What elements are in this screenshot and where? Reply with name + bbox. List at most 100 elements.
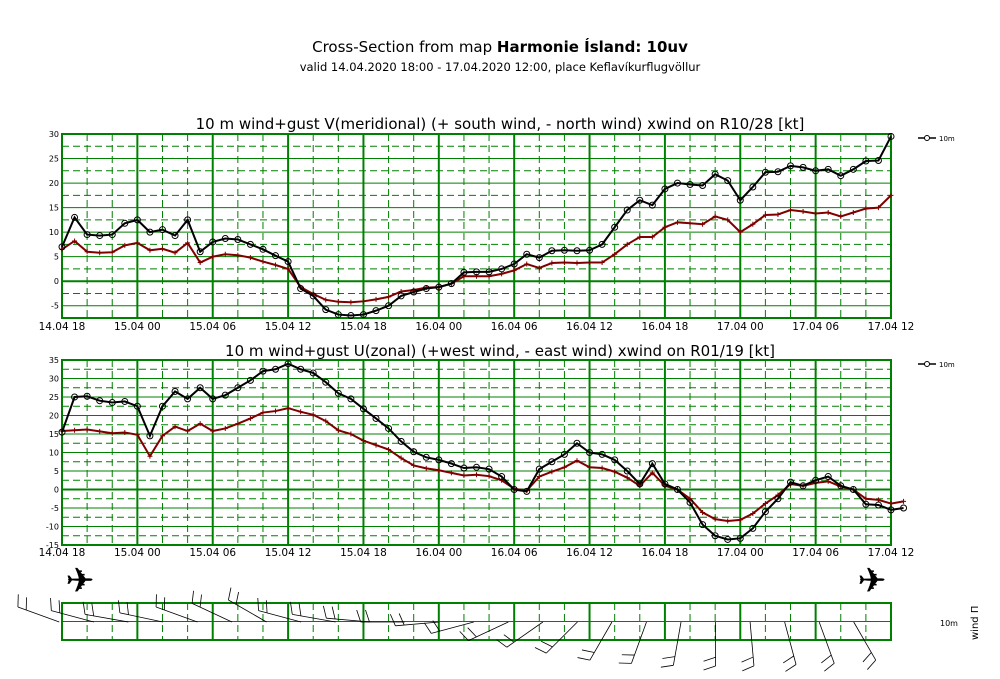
wind-barb-staff	[853, 621, 877, 661]
chart-1-10m-point	[284, 360, 292, 368]
chart-1-10m-point	[648, 460, 656, 468]
wind-barb-feather	[703, 665, 716, 671]
chart-0-10m-point	[862, 157, 870, 165]
chart-0-gust-point	[84, 249, 90, 255]
chart-1-10m-point	[686, 498, 694, 506]
chart-1-10m-point	[397, 437, 405, 445]
chart-1-10m-point	[272, 365, 280, 373]
chart-1-xtick: 16.04 00	[415, 547, 462, 559]
wind-barb-feather	[785, 664, 797, 672]
chart-0-title: 10 m wind+gust V(meridional) (+ south wi…	[196, 115, 805, 133]
chart-1-legend-marker	[924, 361, 930, 367]
chart-0-10m-point	[385, 302, 393, 310]
chart-1-ytick: 5	[54, 467, 59, 476]
chart-0-gust-point	[825, 210, 831, 216]
chart-1-gust-point	[612, 469, 618, 475]
chart-0-xtick: 15.04 00	[114, 321, 161, 333]
chart-0-gust-point	[775, 211, 781, 217]
chart-1-10m-point	[598, 450, 606, 458]
chart-1-10m-point	[774, 495, 782, 503]
chart-1-gust-point	[172, 424, 178, 430]
chart-1-10m-point	[673, 486, 681, 493]
chart-0-gust-point	[159, 246, 165, 252]
chart-1-10m-point	[121, 397, 129, 405]
chart-1-gust-point	[875, 497, 881, 503]
chart-0-10m-point	[498, 265, 506, 273]
chart-1-gust-point	[423, 465, 429, 471]
chart-0-gust-point	[185, 240, 191, 246]
chart-0-10m-point	[761, 168, 769, 176]
wind-barb-staff	[119, 612, 163, 623]
wind-barb-feather	[534, 647, 547, 654]
chart-1-ytick: -15	[46, 541, 59, 550]
chart-1-10m-point	[108, 399, 116, 407]
chart-0-ytick: 15	[49, 204, 59, 213]
chart-1-10m-point	[410, 448, 418, 456]
chart-0-10m-point	[611, 223, 619, 231]
chart-1-10m-point	[661, 480, 669, 488]
chart-0-gust-point	[712, 213, 718, 219]
chart-0-10m-point	[422, 285, 430, 293]
chart-1-gust-point	[285, 405, 291, 411]
wind-barb-feather	[862, 652, 872, 663]
chart-1-10m-point	[196, 384, 204, 392]
chart-1-10m-point	[460, 464, 468, 472]
wind-barb-feather	[389, 614, 396, 626]
chart-0-10m-point	[246, 240, 254, 248]
title-model: Harmonie Ísland: 10uv	[496, 38, 688, 56]
chart-0-gust-point	[700, 221, 706, 227]
chart-1-gust-point	[486, 473, 492, 479]
chart-1-xtick: 15.04 12	[265, 547, 312, 559]
chart-1-10m-point	[736, 534, 744, 542]
chart-0-gust-line	[61, 194, 892, 304]
chart-1-10m-point	[372, 414, 380, 422]
chart-0-10m-point	[699, 182, 707, 190]
chart-1-xtick: 15.04 06	[189, 547, 236, 559]
chart-0-gust-point	[612, 251, 618, 257]
chart-1-10m-point	[636, 480, 644, 488]
wind-barb-feather	[331, 606, 336, 620]
chart-0-10m-point	[347, 312, 355, 320]
chart-1-gust-point	[436, 467, 442, 473]
chart-0-10m-point	[837, 172, 845, 180]
chart-0-10m-point	[284, 258, 292, 266]
chart-1-frame	[61, 359, 892, 546]
chart-1-10m-point	[146, 432, 154, 440]
wind-barb-feather	[298, 603, 302, 616]
chart-1-gust-point	[197, 421, 203, 427]
chart-0-gust-point	[134, 240, 140, 246]
chart-0-gust-point	[285, 266, 291, 272]
chart-1-10m-point	[133, 402, 141, 410]
chart-0-10m-point	[58, 243, 66, 251]
chart-1-gust-point	[273, 408, 279, 414]
chart-0-gust-point	[587, 260, 593, 266]
chart-0-gust-point	[122, 242, 128, 248]
chart-1-10m-point	[799, 482, 807, 490]
title-prefix: Cross-Section from map	[312, 38, 497, 56]
chart-0-gust-point	[662, 224, 668, 230]
chart-0-gust-point	[687, 220, 693, 226]
wind-panel-legend-label: 10m	[940, 619, 958, 628]
chart-1-10m-point	[322, 378, 330, 386]
chart-0-10m-point	[71, 213, 79, 221]
chart-0-10m-point	[598, 240, 606, 248]
chart-0-xtick: 16.04 00	[415, 321, 462, 333]
chart-1-gust-point	[247, 415, 253, 421]
chart-0-10m-point	[234, 235, 242, 243]
chart-1-gust-point	[411, 462, 417, 468]
chart-1-10m-point	[523, 487, 531, 495]
chart-1-gust-point	[574, 458, 580, 464]
wind-panel-axis-label: wind Π	[970, 606, 981, 640]
chart-0-10m-point	[146, 228, 154, 236]
chart-1-xtick: 14.04 18	[39, 547, 86, 559]
wind-barb-staff	[431, 621, 474, 634]
chart-1-10m-point	[611, 456, 619, 464]
chart-1-gust-point	[461, 472, 467, 478]
chart-0-gust-point	[335, 299, 341, 305]
chart-0-10m-point	[523, 250, 531, 258]
chart-1-gust-point	[84, 427, 90, 433]
wind-barb-feather	[782, 655, 794, 664]
wind-barb-staff	[749, 621, 755, 666]
chart-0-gust-point	[373, 296, 379, 302]
